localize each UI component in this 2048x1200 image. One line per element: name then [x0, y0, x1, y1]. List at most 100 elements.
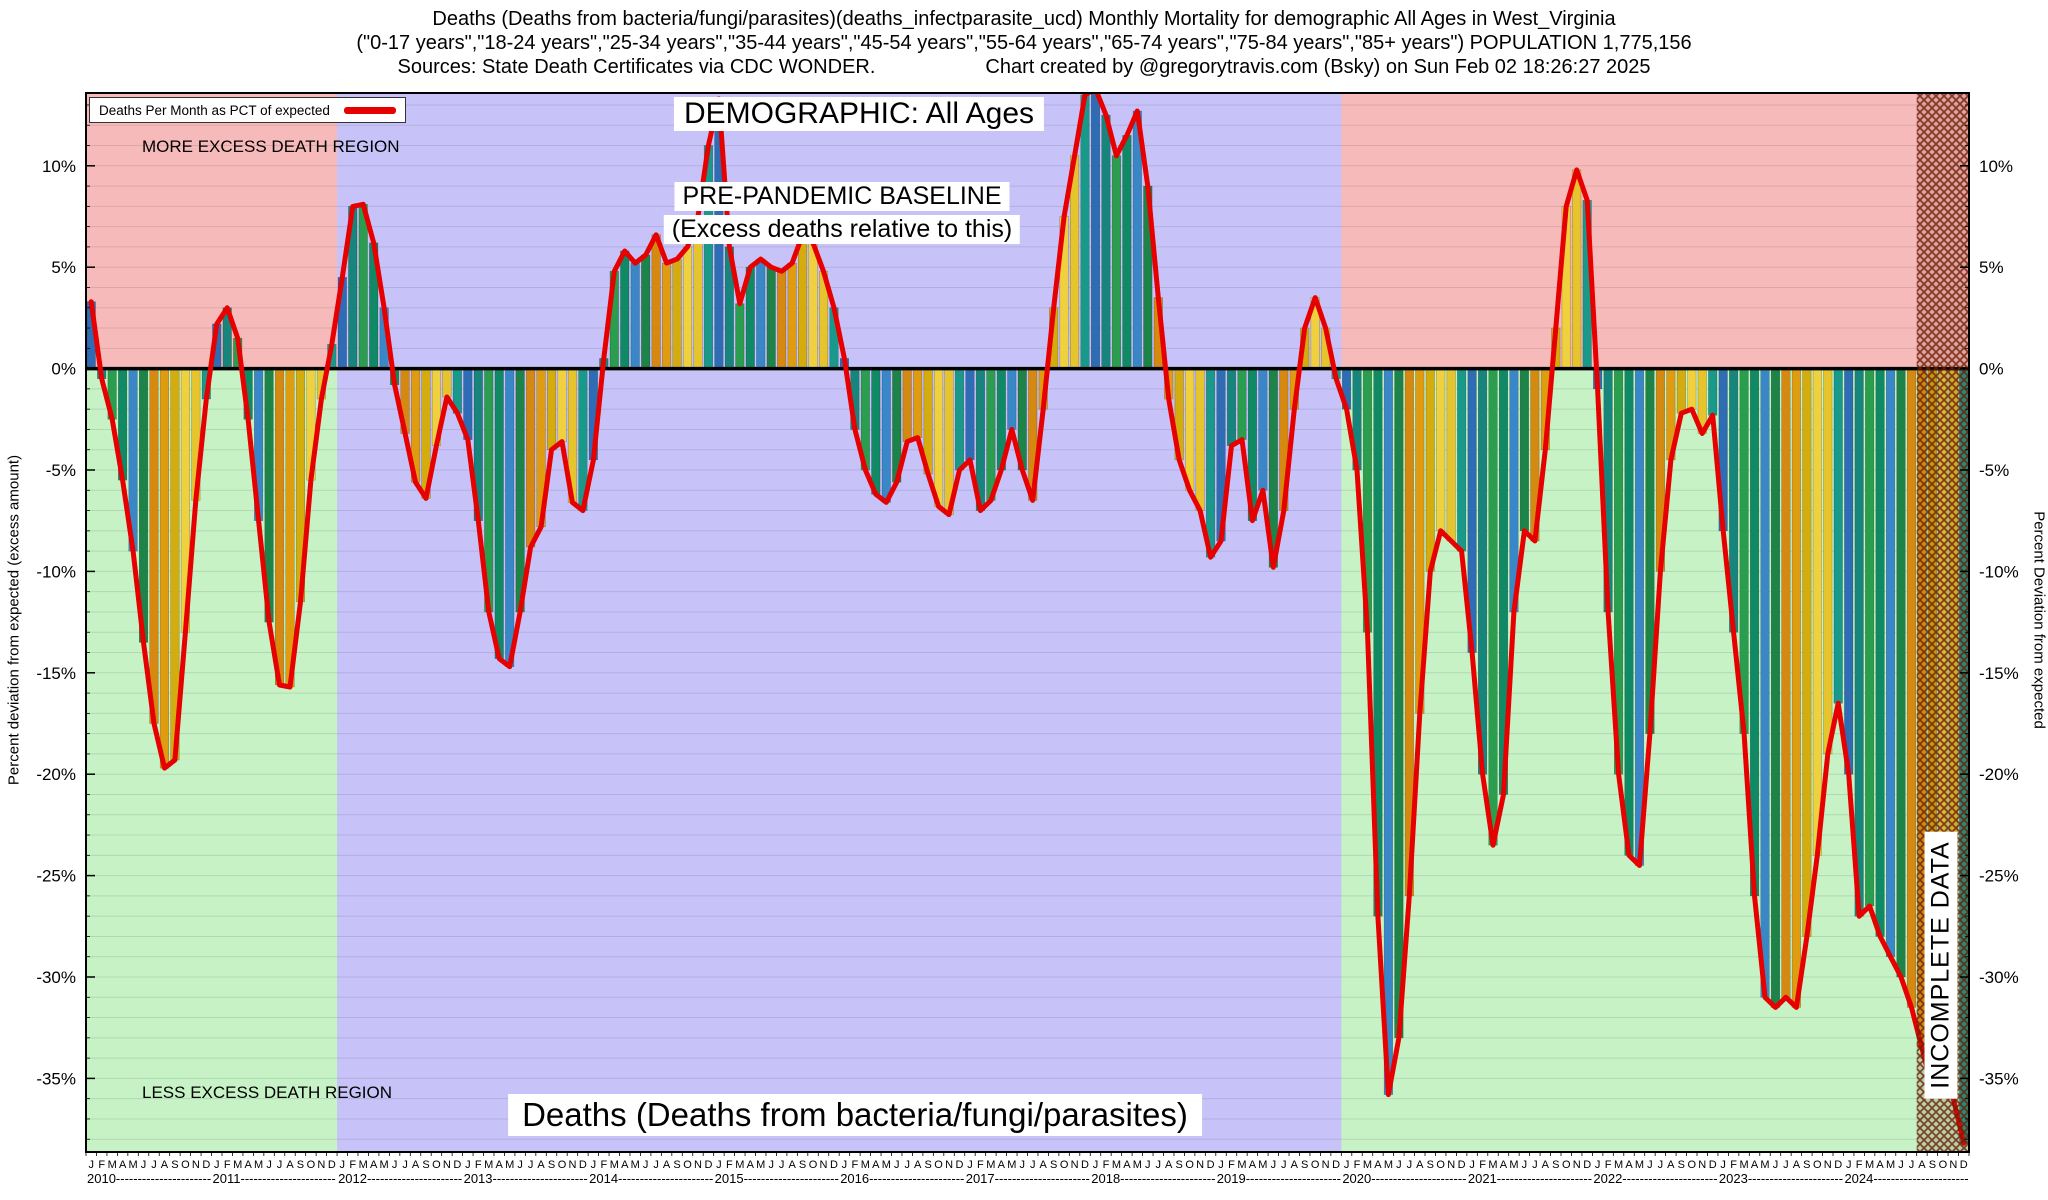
month-letter: M: [1488, 1159, 1497, 1171]
month-bar: [1739, 368, 1749, 734]
month-letter: J: [1773, 1159, 1779, 1171]
month-bar: [735, 303, 745, 369]
incomplete-data-label: INCOMPLETE DATA: [1924, 831, 1958, 1099]
month-letter: A: [412, 1159, 420, 1171]
month-letter: A: [1793, 1159, 1801, 1171]
month-letter: A: [119, 1159, 127, 1171]
month-letter: N: [945, 1159, 953, 1171]
month-letter: J: [141, 1159, 147, 1171]
month-letter: D: [1458, 1159, 1466, 1171]
baseline-sublabel: (Excess deaths relative to this): [663, 215, 1021, 244]
y-tick-label-left: -15%: [36, 664, 76, 683]
month-letter: J: [1720, 1159, 1726, 1171]
month-letter: J: [1030, 1159, 1036, 1171]
month-bar: [1237, 368, 1247, 440]
month-letter: F: [1479, 1159, 1486, 1171]
month-bar: [1865, 368, 1875, 907]
month-letter: A: [621, 1159, 629, 1171]
month-letter: J: [266, 1159, 272, 1171]
month-letter: M: [254, 1159, 263, 1171]
month-letter: A: [537, 1159, 545, 1171]
month-bar: [630, 262, 640, 369]
month-letter: D: [453, 1159, 461, 1171]
month-bar: [913, 368, 923, 438]
month-letter: S: [673, 1159, 680, 1171]
legend-label: Deaths Per Month as PCT of expected: [99, 102, 330, 118]
y-tick-label-right: 0%: [1979, 360, 2004, 379]
month-letter: S: [548, 1159, 555, 1171]
month-bar: [1844, 368, 1854, 775]
month-letter: F: [98, 1159, 105, 1171]
month-bar: [1854, 368, 1864, 917]
month-bar: [798, 234, 808, 369]
month-letter: J: [716, 1159, 722, 1171]
month-letter: J: [1783, 1159, 1789, 1171]
month-bar: [1886, 368, 1896, 957]
pre-pandemic-baseline-region: [337, 93, 1342, 1152]
month-letter: J: [277, 1159, 283, 1171]
month-bar: [1007, 368, 1017, 430]
month-bar: [526, 368, 536, 548]
month-bar: [1436, 368, 1446, 532]
year-label: 2016----------------------: [840, 1171, 964, 1186]
year-label: 2010----------------------: [87, 1171, 211, 1186]
month-letter: J: [1658, 1159, 1664, 1171]
month-letter: O: [1813, 1159, 1822, 1171]
month-letter: J: [214, 1159, 220, 1171]
month-bar: [662, 262, 672, 369]
month-letter: M: [1614, 1159, 1623, 1171]
month-letter: A: [998, 1159, 1006, 1171]
month-bar: [1258, 368, 1268, 491]
month-letter: S: [799, 1159, 806, 1171]
month-letter: F: [1605, 1159, 1612, 1171]
month-letter: A: [1876, 1159, 1884, 1171]
month-bar: [159, 368, 169, 769]
month-letter: M: [1740, 1159, 1749, 1171]
month-letter: J: [517, 1159, 523, 1171]
chart-source-text: Sources: State Death Certificates via CD…: [397, 56, 876, 78]
month-letter: O: [683, 1159, 692, 1171]
y-tick-label-right: -30%: [1979, 968, 2019, 987]
month-letter: S: [1552, 1159, 1559, 1171]
month-letter: M: [1384, 1159, 1393, 1171]
month-letter: A: [1667, 1159, 1675, 1171]
month-letter: M: [1133, 1159, 1142, 1171]
month-letter: A: [1625, 1159, 1633, 1171]
month-bar: [1101, 114, 1111, 369]
month-letter: N: [1949, 1159, 1957, 1171]
month-bar: [1111, 155, 1121, 369]
month-bar: [641, 254, 651, 369]
y-tick-label-right: -20%: [1979, 765, 2019, 784]
month-letter: S: [1301, 1159, 1308, 1171]
month-bar: [1090, 93, 1101, 369]
month-letter: J: [1344, 1159, 1350, 1171]
month-bar: [1875, 368, 1885, 937]
month-letter: F: [1856, 1159, 1863, 1171]
month-letter: A: [663, 1159, 671, 1171]
month-bar: [1572, 169, 1582, 369]
month-letter: A: [788, 1159, 796, 1171]
month-bar: [149, 368, 159, 724]
month-letter: J: [1145, 1159, 1151, 1171]
month-letter: M: [1509, 1159, 1518, 1171]
year-label: 2015----------------------: [715, 1171, 839, 1186]
month-bar: [787, 262, 797, 369]
month-bar: [1906, 368, 1917, 1008]
month-letter: S: [1176, 1159, 1183, 1171]
month-letter: M: [610, 1159, 619, 1171]
month-letter: J: [1898, 1159, 1904, 1171]
month-letter: M: [1760, 1159, 1769, 1171]
less-excess-region-label: LESS EXCESS DEATH REGION: [142, 1083, 393, 1102]
month-letter: J: [392, 1159, 398, 1171]
month-letter: M: [1258, 1159, 1267, 1171]
month-letter: M: [735, 1159, 744, 1171]
month-letter: A: [1249, 1159, 1257, 1171]
month-letter: S: [1050, 1159, 1057, 1171]
month-letter: S: [1678, 1159, 1685, 1171]
month-letter: M: [484, 1159, 493, 1171]
month-letter: O: [1185, 1159, 1194, 1171]
month-letter: J: [591, 1159, 597, 1171]
y-tick-label-left: -5%: [46, 461, 76, 480]
y-tick-label-left: -25%: [36, 867, 76, 886]
